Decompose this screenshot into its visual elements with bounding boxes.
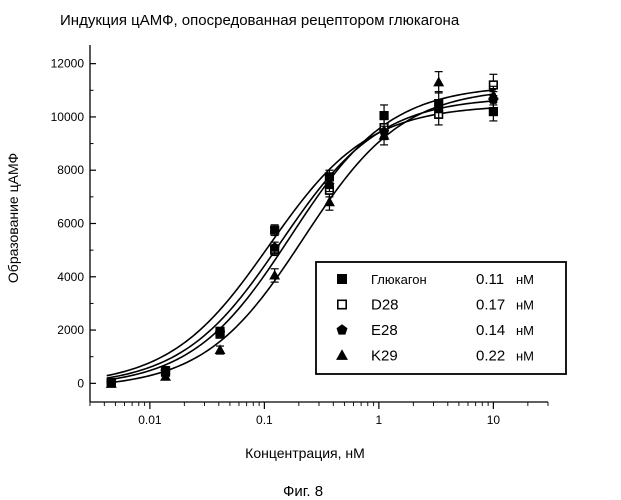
data-point [324,172,335,182]
chart-title: Индукция цАМФ, опосредованная рецептором… [60,12,460,29]
data-point [487,89,499,100]
legend-marker [336,299,347,310]
data-point [215,327,226,338]
legend-entry-name: E28 [371,322,398,339]
data-point [433,76,445,87]
legend-marker [336,349,348,360]
y-tick-label: 12000 [51,57,85,71]
fit-curve [106,107,496,377]
legend-entry-ec50: 0.17 [476,297,505,314]
y-tick-label: 2000 [57,323,84,337]
y-axis-label: Образование цАМФ [5,153,21,283]
data-point [488,107,498,117]
data-point [324,179,335,190]
data-point [214,344,226,355]
data-point [269,242,280,252]
legend-entry-name: D28 [371,297,399,314]
data-point [270,225,280,235]
x-axis-label: Концентрация, нМ [245,445,365,461]
legend-entry-name: K29 [371,348,398,365]
fit-curve [106,88,496,381]
legend-marker [337,274,347,284]
legend: Глюкагон 0.11 нМ D28 0.17 нМ E28 0.14 нМ K29 0.22 н… [315,261,567,375]
legend-entry-ec50: 0.11 [476,271,504,288]
y-tick-label: 8000 [57,163,84,177]
x-tick-label: 0.1 [256,413,273,427]
data-point [323,196,335,207]
legend-entry-unit: нМ [516,349,534,364]
data-point [160,370,171,381]
data-point [378,129,390,140]
legend-entry-unit: нМ [516,272,534,287]
y-tick-label: 4000 [57,270,84,284]
fit-curve [106,93,496,384]
data-point [433,103,444,114]
y-tick-label: 10000 [51,110,85,124]
y-tick-label: 6000 [57,217,84,231]
x-tick-label: 0.01 [138,413,162,427]
legend-entry-ec50: 0.22 [476,348,505,365]
x-tick-label: 10 [487,413,501,427]
legend-entry-ec50: 0.14 [476,322,505,339]
y-tick-label: 0 [77,376,84,390]
legend-box [315,261,567,375]
x-tick-label: 1 [376,413,383,427]
data-point [160,366,171,376]
legend-marker [336,324,348,335]
data-point [269,269,281,280]
legend-entry-name: Глюкагон [371,272,427,287]
legend-entry-unit: нМ [516,323,534,338]
figure-caption: Фиг. 8 [283,483,323,500]
data-point [105,378,117,388]
fit-curve [106,99,496,379]
data-point [379,111,389,121]
legend-entry-unit: нМ [516,298,534,313]
